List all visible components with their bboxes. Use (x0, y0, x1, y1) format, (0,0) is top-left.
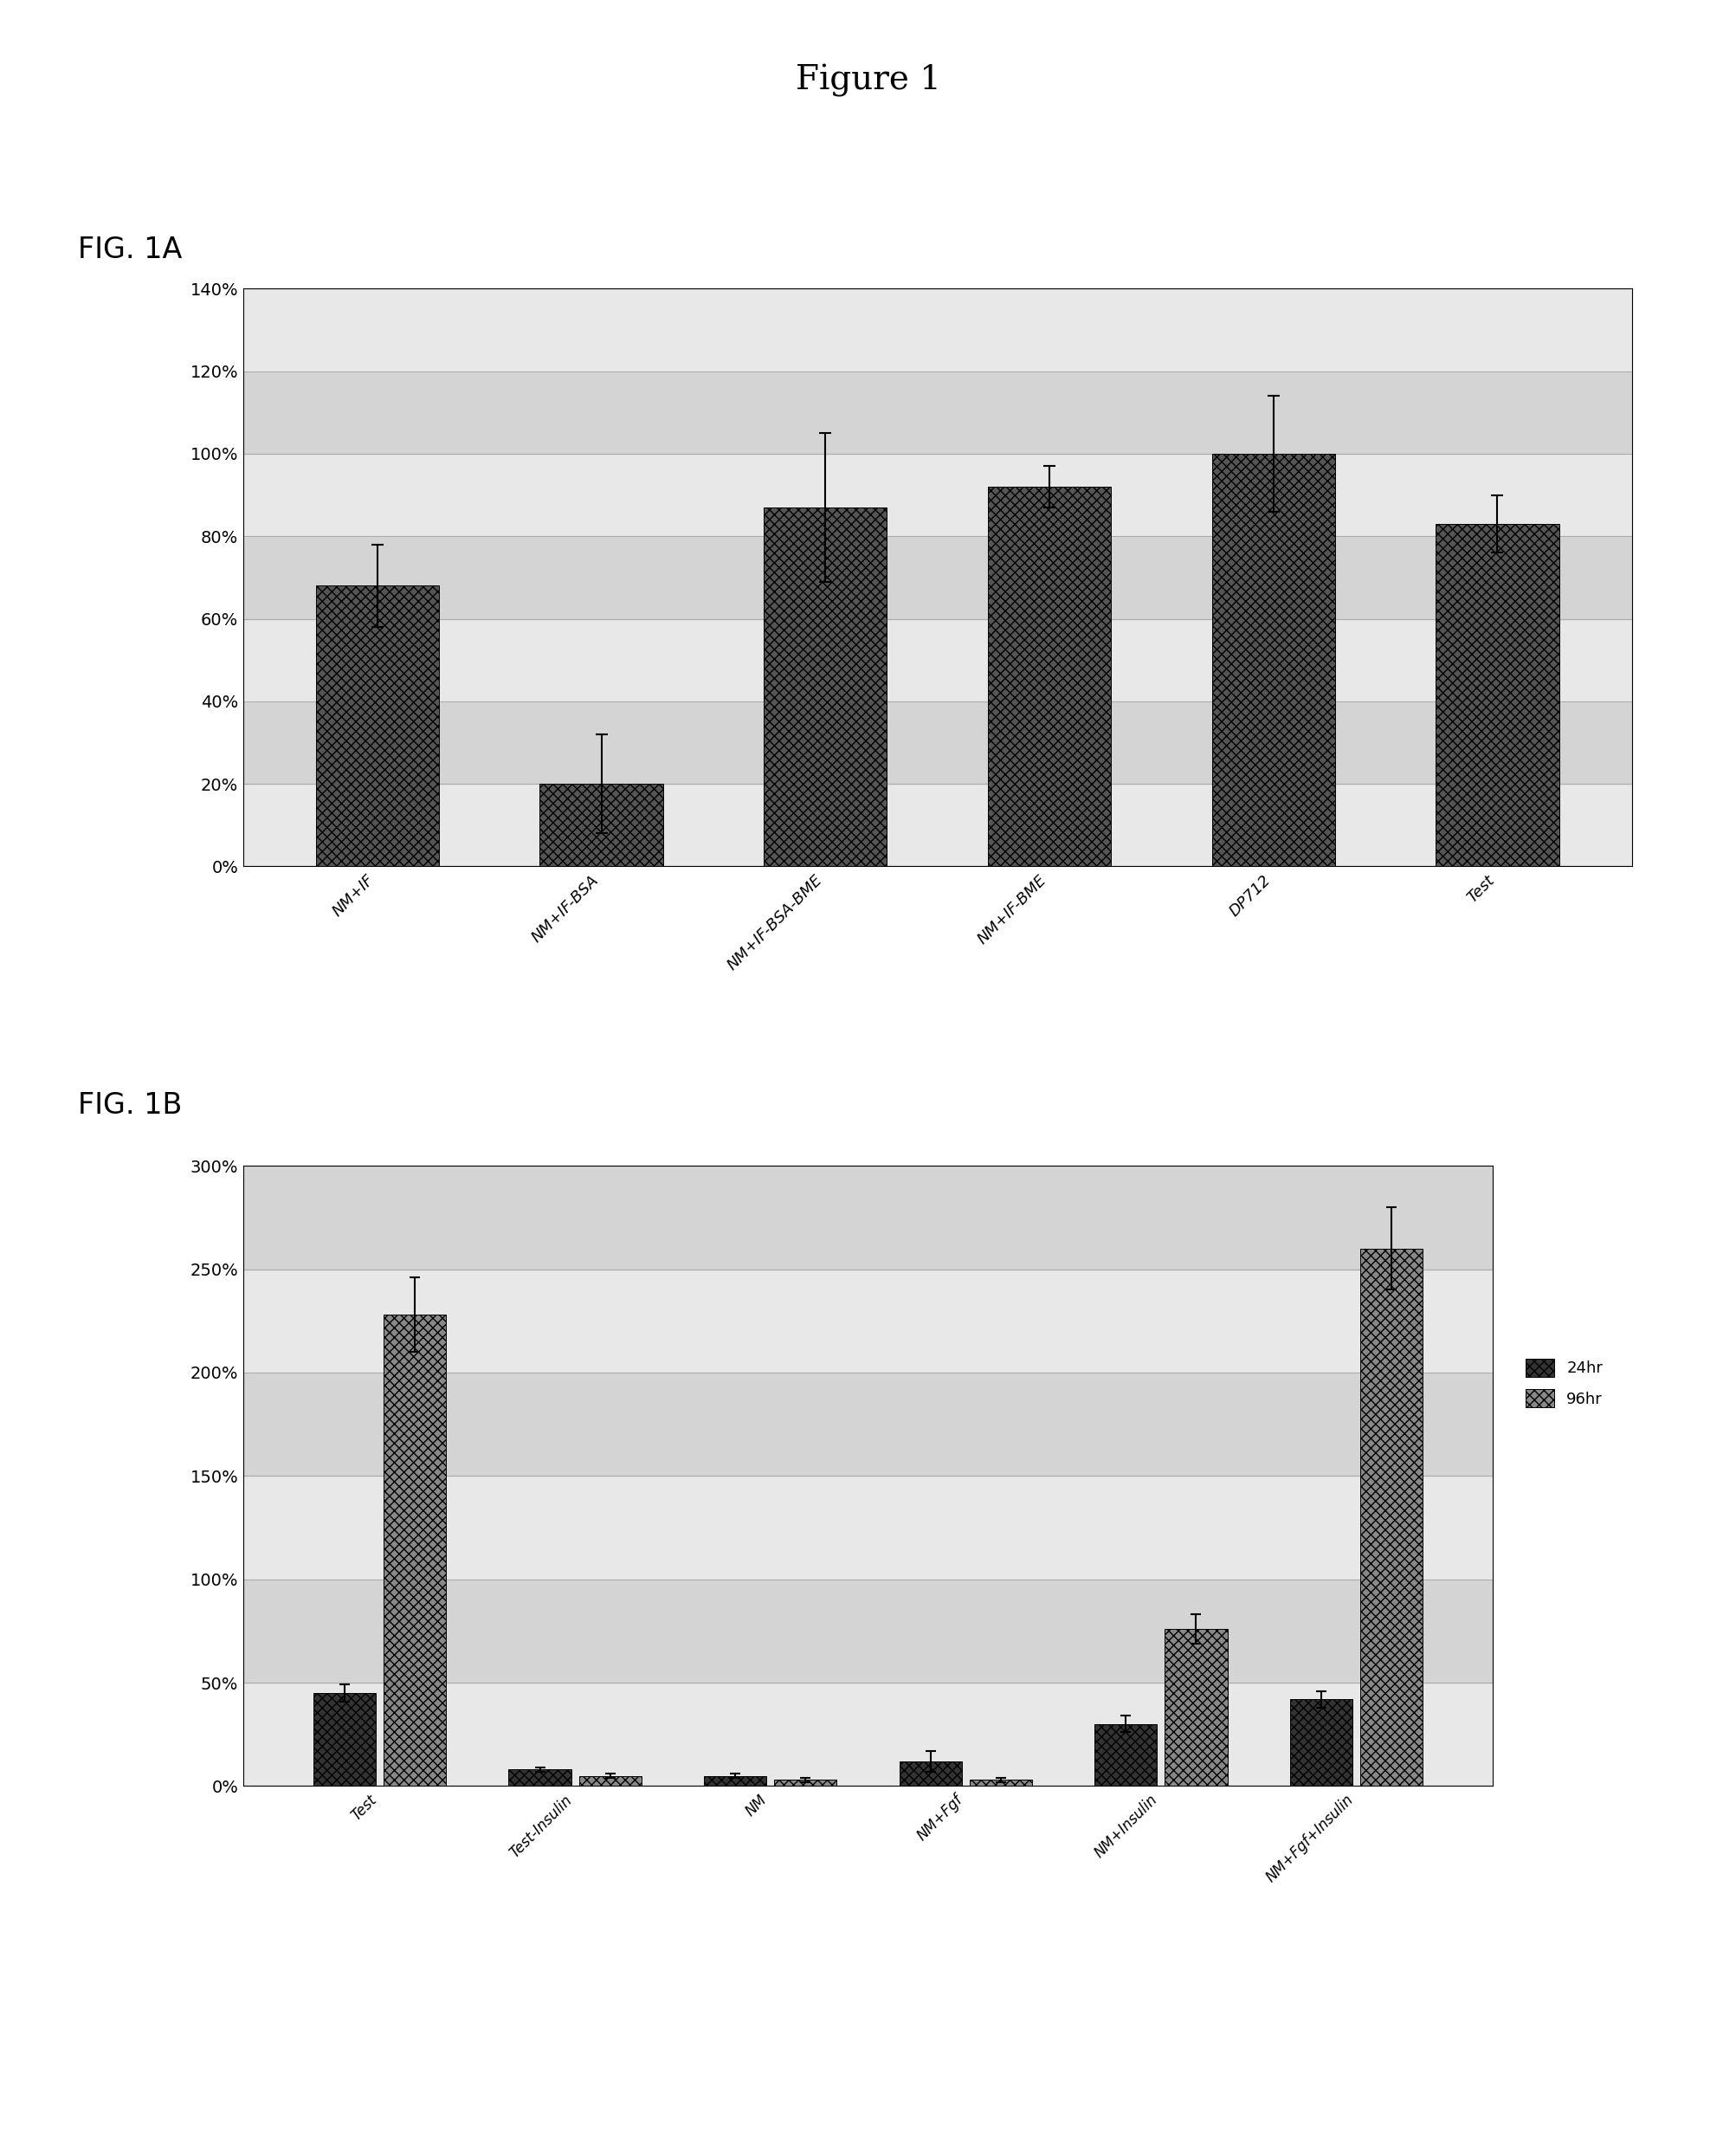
Bar (312, 1694, 375, 1786)
Bar (243, 1476, 1493, 1579)
Text: FIG. 1A: FIG. 1A (78, 235, 182, 263)
Bar (243, 1268, 1493, 1373)
Bar (1290, 1698, 1352, 1786)
Bar (705, 1775, 767, 1786)
Bar (243, 1579, 1493, 1683)
Bar (243, 289, 1632, 372)
Bar (243, 1373, 1493, 1476)
Bar (969, 1780, 1031, 1786)
Bar (243, 618, 1632, 702)
Bar (316, 586, 439, 866)
Bar (540, 783, 663, 866)
Bar (1165, 1630, 1227, 1786)
Bar (1436, 524, 1559, 866)
Bar (1094, 1724, 1156, 1786)
Bar (243, 783, 1632, 866)
Bar (764, 507, 887, 866)
Legend: 24hr, 96hr: 24hr, 96hr (1526, 1358, 1602, 1407)
Bar (988, 488, 1111, 866)
Bar (384, 1315, 446, 1786)
Bar (774, 1780, 837, 1786)
Bar (243, 1683, 1493, 1786)
Bar (1212, 453, 1335, 866)
Text: Figure 1: Figure 1 (795, 64, 941, 96)
Bar (243, 537, 1632, 618)
Bar (243, 453, 1632, 537)
Bar (243, 1166, 1493, 1268)
Bar (899, 1760, 962, 1786)
Bar (243, 372, 1632, 453)
Bar (243, 702, 1632, 783)
Text: FIG. 1B: FIG. 1B (78, 1091, 182, 1119)
Bar (1359, 1249, 1422, 1786)
Bar (509, 1769, 571, 1786)
Bar (578, 1775, 642, 1786)
